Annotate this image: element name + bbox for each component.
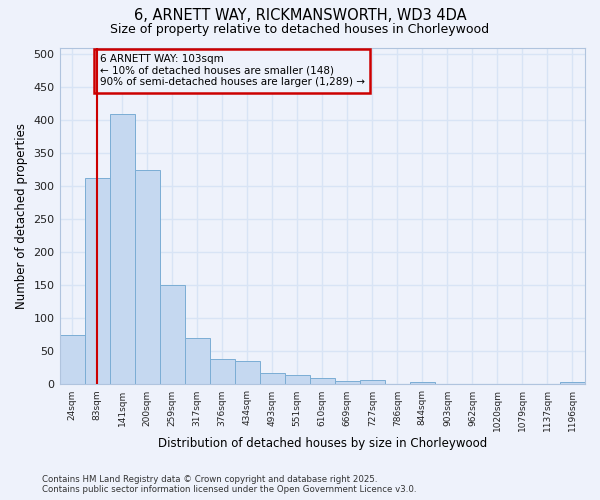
X-axis label: Distribution of detached houses by size in Chorleywood: Distribution of detached houses by size … bbox=[158, 437, 487, 450]
Bar bbox=[360, 380, 385, 384]
Bar bbox=[209, 360, 235, 384]
Bar bbox=[185, 338, 209, 384]
Text: Contains HM Land Registry data © Crown copyright and database right 2025.
Contai: Contains HM Land Registry data © Crown c… bbox=[42, 474, 416, 494]
Bar bbox=[235, 360, 260, 384]
Bar bbox=[335, 381, 360, 384]
Bar bbox=[285, 374, 310, 384]
Bar bbox=[260, 373, 285, 384]
Bar bbox=[160, 286, 185, 384]
Text: 6, ARNETT WAY, RICKMANSWORTH, WD3 4DA: 6, ARNETT WAY, RICKMANSWORTH, WD3 4DA bbox=[134, 8, 466, 22]
Text: 6 ARNETT WAY: 103sqm
← 10% of detached houses are smaller (148)
90% of semi-deta: 6 ARNETT WAY: 103sqm ← 10% of detached h… bbox=[100, 54, 365, 88]
Text: Size of property relative to detached houses in Chorleywood: Size of property relative to detached ho… bbox=[110, 22, 490, 36]
Bar bbox=[560, 382, 585, 384]
Bar bbox=[85, 178, 110, 384]
Bar bbox=[410, 382, 435, 384]
Bar bbox=[134, 170, 160, 384]
Bar bbox=[110, 114, 134, 384]
Y-axis label: Number of detached properties: Number of detached properties bbox=[15, 123, 28, 309]
Bar bbox=[310, 378, 335, 384]
Bar bbox=[59, 335, 85, 384]
